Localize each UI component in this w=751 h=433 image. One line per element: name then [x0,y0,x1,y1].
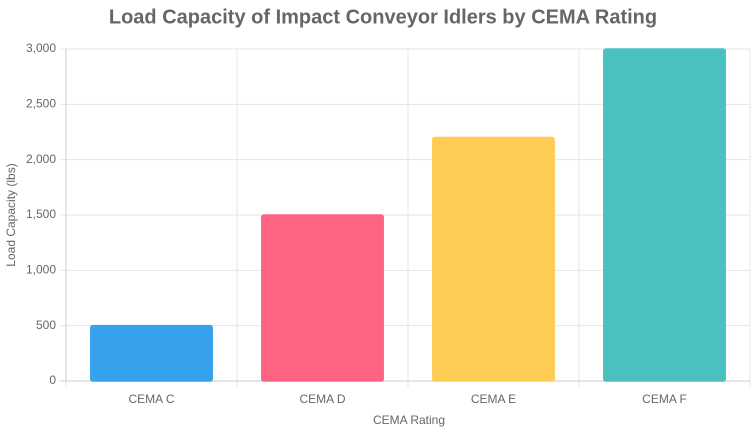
bar [603,48,726,382]
y-axis-title: Load Capacity (lbs) [4,163,18,266]
chart-title: Load Capacity of Impact Conveyor Idlers … [109,6,657,28]
y-tick-label: 1,500 [26,207,56,221]
x-tick-label: CEMA F [642,392,687,406]
y-tick-label: 0 [49,373,56,387]
x-axis-title: CEMA Rating [373,413,445,427]
y-tick-label: 2,000 [26,152,56,166]
y-tick-label: 2,500 [26,97,56,111]
bar [90,324,213,382]
y-tick-label: 3,000 [26,41,56,55]
y-tick-label: 500 [36,318,56,332]
bar [261,214,384,382]
x-tick-label: CEMA C [128,392,174,406]
y-tick-label: 1,000 [26,263,56,277]
x-tick-label: CEMA D [299,392,345,406]
bar [432,136,555,382]
x-tick-label: CEMA E [471,392,516,406]
